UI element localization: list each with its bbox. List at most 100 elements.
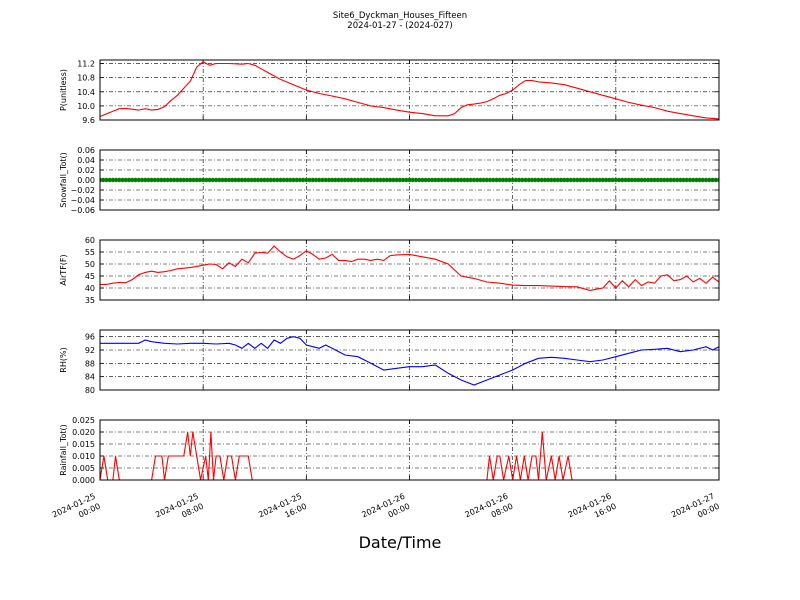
snowfall-point xyxy=(520,177,525,183)
snowfall-point xyxy=(371,177,377,183)
snowfall-point xyxy=(336,177,341,183)
snowfall-point xyxy=(504,177,509,183)
snowfall-point xyxy=(565,177,570,183)
snowfall-point xyxy=(184,177,190,183)
snowfall-point xyxy=(120,177,125,183)
snowfall-point xyxy=(610,177,615,183)
snowfall-point xyxy=(568,177,573,183)
y-axis-label: AirTF(F) xyxy=(59,254,68,285)
series-line xyxy=(100,336,719,386)
snowfall-point xyxy=(487,177,493,183)
snowfall-point xyxy=(294,177,299,183)
y-tick-label: 96 xyxy=(85,333,95,342)
snowfall-point xyxy=(452,177,457,183)
snowfall-point xyxy=(523,177,528,183)
snowfall-point xyxy=(162,177,167,183)
snowfall-point xyxy=(623,177,628,183)
y-axis-label: RH(%) xyxy=(59,347,68,372)
snowfall-point xyxy=(323,177,328,183)
y-axis-label: Rainfall_Tot() xyxy=(59,424,68,476)
snowfall-point xyxy=(465,177,470,183)
y-tick-label: 10.8 xyxy=(77,74,95,83)
snowfall-point xyxy=(342,177,348,183)
snowfall-point xyxy=(665,177,670,183)
snowfall-point xyxy=(542,177,548,183)
snowfall-point xyxy=(329,177,335,183)
snowfall-point xyxy=(346,177,351,183)
y-tick-label: 0.010 xyxy=(72,452,95,461)
snowfall-point xyxy=(607,177,612,183)
snowfall-point xyxy=(204,177,209,183)
snowfall-point xyxy=(436,177,441,183)
snowfall-point xyxy=(387,177,393,183)
y-tick-label: 45 xyxy=(85,272,95,281)
snowfall-point xyxy=(146,177,151,183)
axes-frame xyxy=(99,419,720,481)
snowfall-point xyxy=(171,177,177,183)
snowfall-point xyxy=(655,177,660,183)
snowfall-point xyxy=(700,177,706,183)
snowfall-point xyxy=(246,177,251,183)
snowfall-point xyxy=(458,177,464,183)
snowfall-point xyxy=(639,177,644,183)
snowfall-point xyxy=(674,177,680,183)
axes-frame xyxy=(99,239,720,301)
snowfall-point xyxy=(375,177,380,183)
chart-subtitle: 2024-01-27 - (2024-027) xyxy=(347,21,453,31)
y-tick-label: 35 xyxy=(85,296,95,305)
series-line xyxy=(100,245,719,291)
snowfall-point xyxy=(255,177,261,183)
snowfall-point xyxy=(349,177,354,183)
y-tick-label: 80 xyxy=(85,386,95,395)
snowfall-point xyxy=(123,177,128,183)
snowfall-point xyxy=(671,177,677,183)
snowfall-point xyxy=(381,177,386,183)
snowfall-point xyxy=(278,177,283,183)
snowfall-point xyxy=(707,177,712,183)
snowfall-point xyxy=(333,177,338,183)
snowfall-point xyxy=(200,177,206,183)
snowfall-point xyxy=(668,177,673,183)
snowfall-point xyxy=(642,177,648,183)
snowfall-point xyxy=(652,177,657,183)
snowfall-point xyxy=(262,177,267,183)
snowfall-point xyxy=(597,177,602,183)
snowfall-point xyxy=(101,177,106,183)
snowfall-point xyxy=(684,177,689,183)
snowfall-point xyxy=(549,177,554,183)
snowfall-point xyxy=(449,177,454,183)
y-tick-label: 9.6 xyxy=(82,116,95,125)
snowfall-point xyxy=(404,177,409,183)
snowfall-point xyxy=(378,177,383,183)
y-axis-label: P(unitless) xyxy=(59,69,68,111)
snowfall-point xyxy=(236,177,241,183)
snowfall-point xyxy=(552,177,557,183)
snowfall-point xyxy=(484,177,490,183)
snowfall-point xyxy=(587,177,593,183)
y-tick-label: 0.00 xyxy=(77,176,95,185)
panel-2: −0.06−0.04−0.020.000.020.040.06 Snowfall_… xyxy=(59,146,720,215)
snowfall-point xyxy=(681,177,686,183)
snowfall-point xyxy=(239,177,245,183)
snowfall-point xyxy=(249,177,254,183)
snowfall-point xyxy=(629,177,635,183)
y-tick-label: 0.020 xyxy=(72,428,95,437)
snowfall-point xyxy=(497,177,502,183)
snowfall-point xyxy=(433,177,438,183)
snowfall-point xyxy=(223,177,228,183)
y-tick-label: −0.06 xyxy=(70,206,95,215)
snowfall-point xyxy=(210,177,216,183)
snowfall-point xyxy=(649,177,654,183)
snowfall-point xyxy=(603,177,609,183)
snowfall-point xyxy=(207,177,212,183)
snowfall-point xyxy=(491,177,496,183)
snowfall-point xyxy=(716,177,719,183)
snowfall-point xyxy=(471,177,477,183)
snowfall-point xyxy=(510,177,515,183)
snowfall-point xyxy=(107,177,112,183)
snowfall-point xyxy=(442,177,448,183)
snowfall-point xyxy=(339,177,344,183)
snowfall-point xyxy=(220,177,225,183)
y-tick-label: 10.4 xyxy=(77,88,95,97)
